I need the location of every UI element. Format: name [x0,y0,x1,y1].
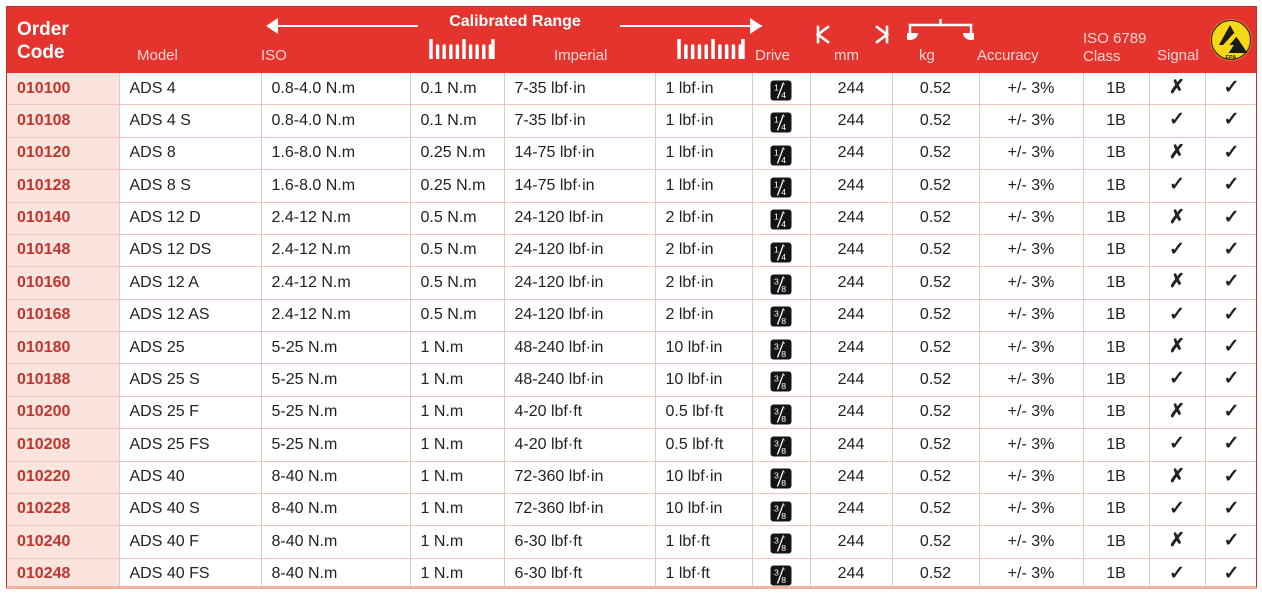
svg-text:8: 8 [781,511,786,521]
svg-text:": " [783,180,785,186]
svg-text:4: 4 [781,90,786,100]
svg-text:": " [783,148,785,154]
svg-text:": " [783,375,785,381]
svg-text:4: 4 [781,155,786,165]
svg-text:": " [783,472,785,478]
svg-text:3: 3 [774,341,779,351]
svg-text:": " [783,245,785,251]
svg-text:8: 8 [781,381,786,391]
svg-text:3: 3 [774,471,779,481]
svg-text:8: 8 [781,446,786,456]
svg-text:3: 3 [774,536,779,546]
svg-text:": " [783,278,785,284]
svg-text:1: 1 [774,179,779,189]
svg-text:EPA: EPA [1225,55,1236,61]
svg-text:3: 3 [774,438,779,448]
svg-text:": " [783,310,785,316]
svg-text:4: 4 [781,219,786,229]
svg-text:": " [783,83,785,89]
svg-text:1: 1 [774,212,779,222]
svg-text:1: 1 [774,115,779,125]
svg-text:3: 3 [774,309,779,319]
svg-text:4: 4 [781,187,786,197]
svg-text:3: 3 [774,374,779,384]
svg-text:1: 1 [774,244,779,254]
svg-text:8: 8 [781,316,786,326]
svg-text:1: 1 [774,82,779,92]
svg-text:8: 8 [781,284,786,294]
svg-text:8: 8 [781,478,786,488]
svg-text:3: 3 [774,277,779,287]
svg-text:": " [783,116,785,122]
svg-text:8: 8 [781,349,786,359]
svg-text:": " [783,213,785,219]
svg-text:": " [783,569,785,575]
svg-text:": " [783,504,785,510]
svg-text:8: 8 [781,414,786,424]
svg-text:1: 1 [774,147,779,157]
svg-text:3: 3 [774,503,779,513]
svg-text:3: 3 [774,406,779,416]
svg-text:": " [783,439,785,445]
svg-text:": " [783,342,785,348]
svg-text:4: 4 [781,122,786,132]
svg-text:": " [783,407,785,413]
svg-text:8: 8 [781,575,786,585]
svg-text:3: 3 [774,568,779,578]
svg-text:": " [783,537,785,543]
svg-text:8: 8 [781,543,786,553]
svg-text:4: 4 [781,252,786,262]
